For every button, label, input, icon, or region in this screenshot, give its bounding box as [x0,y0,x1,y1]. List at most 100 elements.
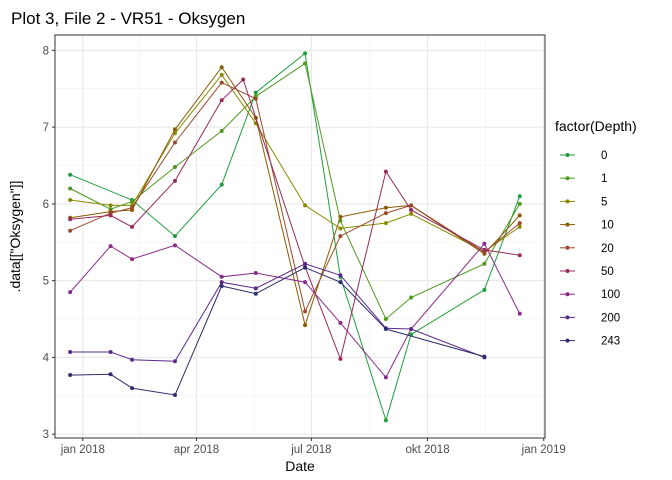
data-point [303,265,308,270]
data-point [303,51,308,56]
data-point [219,98,224,103]
data-point [409,208,414,213]
data-point [219,128,224,133]
data-point [303,323,308,328]
legend-key-point [565,199,570,204]
data-point [253,286,258,291]
legend-item-243: 243 [560,336,620,348]
data-point [130,386,135,391]
data-point [253,291,258,296]
series-line-243 [70,267,485,396]
data-point [517,311,522,316]
data-point [517,194,522,199]
legend-key-point [565,338,570,343]
data-point [383,418,388,423]
legend-key-point [565,315,570,320]
data-point [383,221,388,226]
legend-item-0: 0 [560,150,607,162]
legend-key-point [565,153,570,157]
data-point [517,221,522,226]
legend-label: 5 [601,196,607,208]
legend-label: 20 [601,243,614,255]
data-point [68,186,73,191]
series-200 [68,261,487,364]
x-tick-label: jan 2019 [521,444,566,456]
data-point [108,213,113,218]
data-point [130,199,135,204]
legend-item-100: 100 [560,289,620,301]
data-point [517,253,522,258]
data-point [108,372,113,377]
legend-item-20: 20 [560,243,614,255]
legend-label: 50 [601,266,614,278]
data-point [172,127,177,132]
data-point [172,234,177,239]
series-line-50 [70,78,520,361]
legend-item-1: 1 [560,173,607,185]
data-point [241,77,246,82]
legend-key-point [565,222,570,227]
data-point [383,169,388,174]
data-point [68,217,73,222]
legend-item-5: 5 [560,196,607,208]
series-5 [68,72,522,254]
data-point [68,198,73,203]
data-point [482,287,487,292]
y-tick-label: 3 [43,429,49,441]
legend-item-50: 50 [560,266,614,278]
data-point [130,357,135,362]
data-point [219,284,224,289]
x-tick-label: jan 2018 [60,444,105,456]
data-point [219,274,224,279]
y-axis-title: .data[["Oksygen"]] [7,181,23,293]
data-point [219,80,224,85]
data-point [517,213,522,218]
legend-label: 200 [601,312,620,324]
x-tick-label: jul 2018 [290,444,331,456]
data-point [338,234,343,239]
data-point [482,354,487,359]
data-point [482,247,487,252]
legend-item-10: 10 [560,220,614,232]
data-point [409,295,414,300]
data-point [219,280,224,285]
legend-label: 100 [601,289,620,301]
legend-key-point [565,245,570,250]
data-point [338,356,343,361]
legend-label: 1 [601,173,607,185]
data-point [338,280,343,285]
data-point [68,290,73,295]
data-point [172,178,177,183]
data-point [303,280,308,285]
legend-label: 243 [601,336,620,348]
y-tick-label: 7 [43,122,49,134]
series-243 [68,265,487,398]
data-point [517,224,522,229]
series-layer [68,51,522,423]
legend-key-point [565,269,570,273]
data-point [68,228,73,233]
legend-item-200: 200 [560,312,620,324]
data-point [172,359,177,364]
data-point [172,243,177,248]
data-point [219,72,224,77]
major-gridlines [55,35,545,438]
data-point [338,273,343,278]
y-axis: 3 4 5 6 7 8 [43,45,55,441]
data-point [253,96,258,101]
y-tick-label: 6 [43,199,49,211]
legend-key-point [565,292,570,297]
data-point [130,257,135,262]
minor-gridlines [55,35,545,438]
data-point [338,226,343,231]
data-point [338,214,343,219]
data-point [303,261,308,266]
y-tick-label: 8 [43,45,49,57]
y-tick-label: 5 [43,276,49,288]
data-point [383,375,388,380]
data-point [108,203,113,208]
data-point [383,326,388,331]
legend-title: factor(Depth) [555,118,637,134]
data-point [303,61,308,66]
x-tick-label: okt 2018 [405,444,449,456]
